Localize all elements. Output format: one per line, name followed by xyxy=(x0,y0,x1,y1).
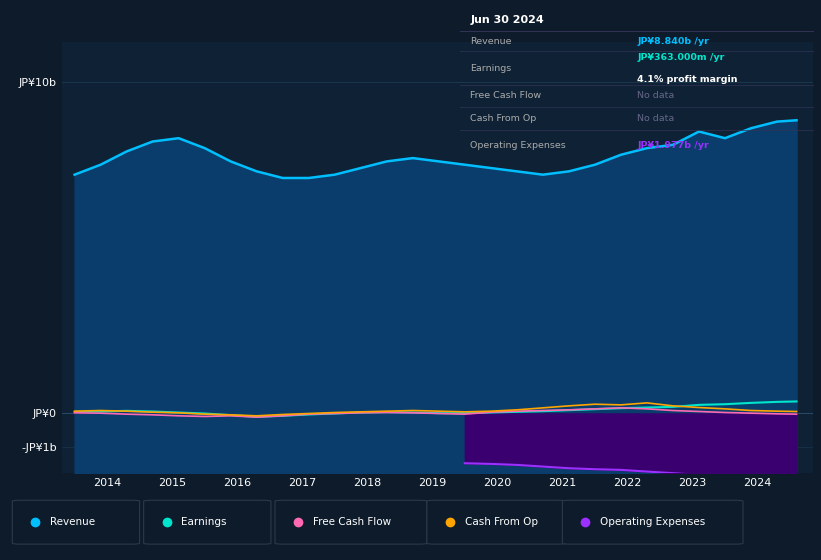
FancyBboxPatch shape xyxy=(275,500,427,544)
FancyBboxPatch shape xyxy=(12,500,140,544)
Text: Revenue: Revenue xyxy=(50,517,95,527)
Text: JP¥363.000m /yr: JP¥363.000m /yr xyxy=(637,53,724,62)
Text: Operating Expenses: Operating Expenses xyxy=(600,517,705,527)
Text: JP¥1.977b /yr: JP¥1.977b /yr xyxy=(637,141,709,150)
Text: Cash From Op: Cash From Op xyxy=(465,517,538,527)
FancyBboxPatch shape xyxy=(144,500,271,544)
Text: No data: No data xyxy=(637,91,674,100)
Text: Earnings: Earnings xyxy=(470,64,511,73)
FancyBboxPatch shape xyxy=(562,500,743,544)
Text: Revenue: Revenue xyxy=(470,36,512,45)
Text: 4.1% profit margin: 4.1% profit margin xyxy=(637,75,737,84)
Text: Earnings: Earnings xyxy=(181,517,227,527)
Text: Free Cash Flow: Free Cash Flow xyxy=(470,91,542,100)
Text: No data: No data xyxy=(637,114,674,123)
Text: Free Cash Flow: Free Cash Flow xyxy=(313,517,391,527)
Text: JP¥8.840b /yr: JP¥8.840b /yr xyxy=(637,36,709,45)
Text: Operating Expenses: Operating Expenses xyxy=(470,141,566,150)
Text: Jun 30 2024: Jun 30 2024 xyxy=(470,15,544,25)
Text: Cash From Op: Cash From Op xyxy=(470,114,537,123)
FancyBboxPatch shape xyxy=(427,500,566,544)
